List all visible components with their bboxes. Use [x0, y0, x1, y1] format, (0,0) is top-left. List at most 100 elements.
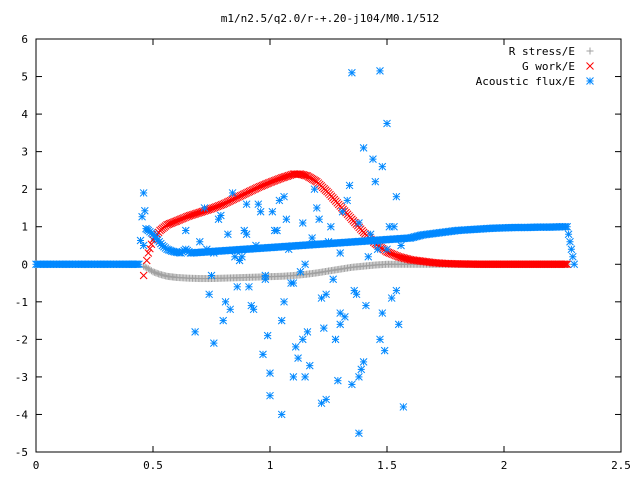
data-point [362, 301, 370, 310]
data-point [390, 222, 398, 231]
data-point [277, 316, 286, 325]
data-point [283, 172, 292, 180]
data-point [402, 254, 410, 263]
data-point [273, 226, 281, 235]
data-point [171, 217, 179, 226]
data-point [348, 380, 356, 389]
data-point [284, 245, 293, 254]
data-point [302, 171, 310, 180]
axis-ticks: 0 0.5 1 1.5 2 2.5 -5 -4 -3 -2 -1 0 1 2 3 4 5 6 [15, 33, 631, 472]
data-point [317, 399, 326, 408]
legend-marker [586, 77, 594, 85]
data-point [187, 211, 195, 220]
data-point [252, 241, 260, 250]
data-point [228, 189, 237, 197]
data-point [570, 260, 579, 269]
data-point [188, 210, 197, 219]
data-point [343, 196, 352, 205]
data-point [322, 290, 331, 299]
data-point [135, 260, 143, 269]
data-point [369, 155, 377, 163]
data-point [373, 237, 382, 246]
data-point [287, 279, 295, 287]
data-point [197, 208, 206, 216]
data-point [275, 196, 284, 205]
data-point [300, 171, 309, 180]
y-tick-label: -4 [15, 408, 29, 421]
data-point [399, 254, 407, 262]
data-point [254, 200, 263, 209]
y-tick-label: 6 [21, 33, 28, 46]
data-point [399, 403, 408, 411]
data-point [282, 172, 290, 181]
data-point [359, 144, 368, 152]
legend-label: Acoustic flux/E [476, 75, 575, 88]
data-point [193, 209, 201, 218]
data-point [217, 211, 225, 220]
data-point [266, 369, 274, 378]
data-point [301, 260, 309, 269]
data-point [336, 249, 345, 257]
data-point [277, 410, 286, 419]
data-point [341, 312, 349, 321]
data-point [280, 192, 288, 201]
data-point [185, 211, 194, 220]
data-point [317, 294, 326, 302]
chart-title: m1/n2.5/q2.0/r-+.20-j104/M0.1/512 [221, 12, 440, 25]
data-point [345, 181, 354, 190]
data-point [261, 271, 270, 280]
data-point [146, 244, 154, 253]
legend-marker [586, 62, 594, 70]
data-point [261, 275, 270, 284]
data-point [168, 218, 177, 227]
x-tick-label: 1.5 [377, 459, 397, 472]
data-point [364, 252, 373, 261]
data-point [242, 230, 251, 239]
data-point [296, 267, 305, 276]
data-point [396, 253, 405, 261]
legend-marker [586, 47, 594, 55]
data-point [329, 275, 338, 284]
data-point [376, 67, 384, 75]
data-point [141, 263, 149, 271]
data-point [277, 174, 286, 182]
data-point [331, 335, 340, 344]
data-point [139, 271, 148, 280]
data-point [298, 219, 307, 227]
data-point [231, 252, 239, 261]
y-tick-label: -3 [15, 371, 28, 384]
data-point [326, 222, 335, 231]
data-point [359, 358, 368, 366]
data-point [357, 365, 366, 374]
legend: R stress/E G work/E Acoustic flux/E [476, 45, 594, 88]
data-point [268, 207, 277, 216]
data-point [221, 297, 230, 306]
data-point [394, 252, 403, 261]
data-point [563, 260, 572, 269]
data-point [400, 254, 409, 263]
series-2 [32, 67, 579, 438]
data-point [140, 206, 149, 215]
data-point [373, 245, 382, 254]
series-1 [139, 170, 572, 280]
y-tick-label: 0 [21, 258, 28, 271]
data-point [205, 290, 214, 299]
data-point [266, 391, 274, 400]
legend-label: G work/E [522, 60, 575, 73]
data-point [226, 305, 235, 314]
data-point [233, 282, 242, 291]
data-point [324, 237, 333, 246]
data-point [393, 252, 402, 261]
data-point [144, 249, 153, 257]
data-point [397, 253, 406, 262]
data-point [167, 219, 175, 228]
data-point [348, 68, 356, 77]
data-point [191, 328, 199, 336]
data-point [147, 240, 156, 249]
data-point [563, 222, 572, 231]
data-point [366, 230, 375, 239]
data-point [319, 324, 328, 332]
data-point [219, 316, 228, 325]
